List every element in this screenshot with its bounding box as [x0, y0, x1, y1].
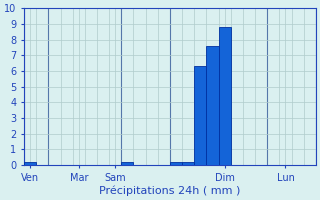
Bar — [170, 162, 182, 165]
Bar — [194, 66, 206, 165]
Bar — [121, 162, 133, 165]
Bar — [24, 162, 36, 165]
Bar — [182, 162, 194, 165]
Bar — [219, 27, 231, 165]
X-axis label: Précipitations 24h ( mm ): Précipitations 24h ( mm ) — [99, 185, 241, 196]
Bar — [206, 46, 219, 165]
